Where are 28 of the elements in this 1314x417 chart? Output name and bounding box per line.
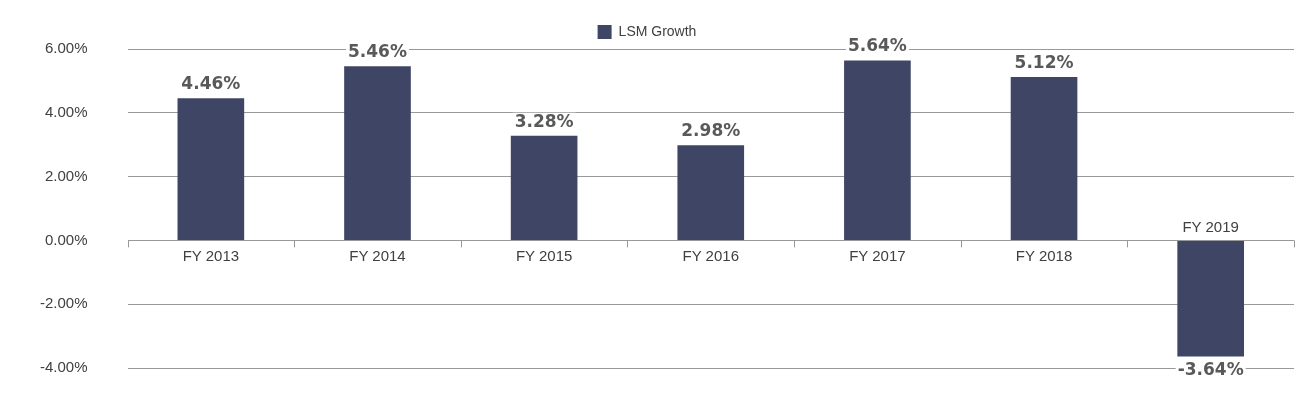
y-tick-label: 2.00% (44, 166, 88, 184)
bar (344, 66, 411, 240)
data-label: 5.64% (847, 35, 907, 56)
x-tick-label: FY 2018 (1015, 247, 1073, 265)
data-label: -3.64% (1177, 359, 1244, 380)
bar (177, 98, 245, 240)
bar (1177, 240, 1245, 357)
y-tick-label: -2.00% (40, 294, 88, 312)
data-label: 3.28% (514, 110, 574, 131)
x-tick-label: FY 2013 (182, 247, 240, 265)
data-label: 5.46% (347, 41, 407, 62)
y-tick-label: -4.00% (40, 358, 88, 376)
data-label: 2.98% (681, 120, 741, 141)
bar (1010, 77, 1078, 240)
bar (844, 60, 911, 240)
data-label: 4.46% (181, 73, 241, 94)
y-tick-label: 4.00% (44, 102, 88, 120)
x-tick-label: FY 2017 (849, 247, 906, 265)
x-tick-label: FY 2019 (1182, 218, 1239, 236)
x-tick-label: FY 2014 (349, 247, 406, 265)
bar (510, 135, 578, 240)
data-label: 5.12% (1014, 51, 1074, 72)
y-tick-label: 6.00% (44, 39, 88, 57)
y-tick-label: 0.00% (44, 230, 88, 248)
legend-label: LSM Growth (618, 22, 697, 39)
x-tick-label: FY 2015 (515, 247, 573, 265)
x-tick-label: FY 2016 (682, 247, 739, 265)
bar (677, 145, 745, 240)
